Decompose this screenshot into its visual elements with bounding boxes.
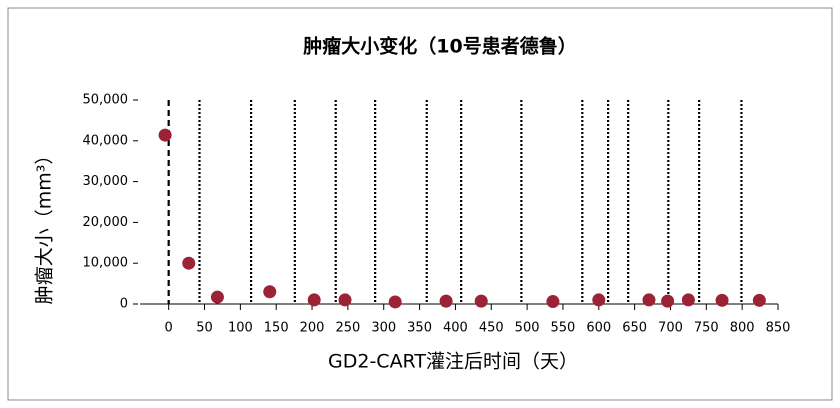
data-point	[661, 294, 675, 308]
x-tick-label: 300	[371, 321, 396, 336]
x-tick-label: 550	[551, 321, 576, 336]
data-point	[715, 293, 729, 307]
data-point	[210, 290, 224, 304]
data-point	[182, 256, 196, 270]
x-tick-label: 100	[228, 321, 253, 336]
data-point	[474, 294, 488, 308]
data-point	[546, 295, 560, 309]
x-tick-label: 50	[196, 321, 213, 336]
data-point	[388, 295, 402, 309]
x-tick-label: 400	[443, 321, 468, 336]
x-tick-label: 700	[658, 321, 683, 336]
data-point	[158, 128, 172, 142]
x-tick-label: 600	[586, 321, 611, 336]
x-tick-label: 650	[622, 321, 647, 336]
x-tick-label: 800	[730, 321, 755, 336]
x-axis-title: GD2-CART灌注后时间（天）	[328, 351, 578, 373]
y-tick-label: 40,000	[83, 133, 129, 148]
y-tick-label: 50,000	[83, 93, 129, 108]
x-tick-label: 0	[165, 321, 173, 336]
data-point	[642, 293, 656, 307]
data-point	[752, 293, 766, 307]
data-point	[681, 293, 695, 307]
x-tick-label: 850	[766, 321, 791, 336]
y-tick-label: 10,000	[83, 256, 129, 271]
data-point	[263, 285, 277, 299]
y-tick-label: 30,000	[83, 174, 129, 189]
data-point	[592, 293, 606, 307]
y-tick-label: 20,000	[83, 215, 129, 230]
x-tick-label: 200	[300, 321, 325, 336]
x-tick-label: 500	[515, 321, 540, 336]
data-point	[307, 293, 321, 307]
x-tick-label: 150	[264, 321, 289, 336]
chart-frame	[7, 7, 833, 401]
x-tick-label: 450	[479, 321, 504, 336]
y-axis-title: 肿瘤大小（mm³）	[34, 146, 56, 305]
y-tick-label: 0	[120, 297, 128, 312]
x-tick-label: 750	[694, 321, 719, 336]
x-tick-label: 250	[335, 321, 360, 336]
data-point	[439, 294, 453, 308]
x-tick-label: 350	[407, 321, 432, 336]
data-point	[338, 293, 352, 307]
chart-title: 肿瘤大小变化（10号患者德鲁）	[303, 35, 576, 58]
